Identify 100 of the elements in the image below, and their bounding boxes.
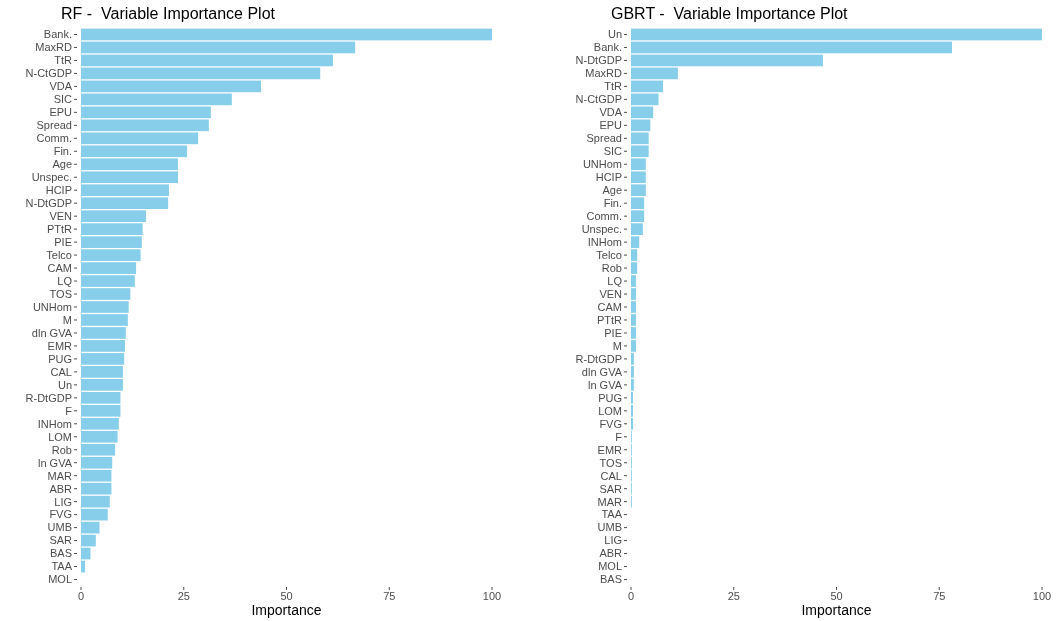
y-tick-label: SAR [49,534,73,547]
y-tick-label: TAA [601,508,623,521]
y-tick-label: F [615,430,623,443]
x-tick-label: 50 [280,590,293,602]
y-tick-label: Fin. [603,197,622,210]
y-tick-label: FVG [49,508,72,521]
y-tick-label: Telco [46,248,72,261]
chart-title: RF - Variable Importance Plot [61,5,276,22]
bar [81,521,100,534]
y-tick-label: SAR [599,482,623,495]
x-tick-label: 50 [830,590,843,602]
y-tick-label: ln GVA [587,378,623,391]
y-tick-label: dln GVA [581,365,623,378]
bar [81,547,91,560]
x-tick-label: 25 [177,590,190,602]
y-tick-label: Un [607,28,622,41]
x-tick-label: 100 [482,590,502,602]
bar [631,80,664,93]
bar [631,28,1042,41]
y-tick-label: CAL [600,469,622,482]
x-tick-label: 0 [77,590,85,602]
x-tick-label: 75 [933,590,946,602]
x-tick-label: 25 [727,590,740,602]
bar [81,560,86,573]
bar [631,41,952,54]
y-tick-label: INHom [37,417,72,430]
y-tick-label: MAR [597,495,623,508]
y-tick-label: MAR [47,469,73,482]
y-tick-label: Comm. [36,132,72,145]
y-tick-label: MaxRD [35,41,73,54]
y-tick-label: TtR [54,54,73,67]
x-tick-label: 75 [383,590,396,602]
y-tick-label: EMR [597,443,623,456]
y-tick-label: Rob [601,261,622,274]
x-axis-title: Importance [801,602,872,618]
y-tick-label: TAA [51,560,73,573]
y-tick-label: TtR [604,80,623,93]
y-tick-label: Unspec. [581,222,622,235]
y-tick-label: LOM [598,404,622,417]
y-tick-label: UMB [597,521,622,534]
y-tick-label: EPU [599,119,623,132]
y-tick-label: MOL [48,573,72,586]
y-tick-label: N-DtGDP [575,54,622,67]
x-axis-title: Importance [251,602,322,618]
y-tick-label: Fin. [53,145,72,158]
bar [631,54,823,67]
y-tick-label: Age [602,184,622,197]
y-tick-label: EPU [49,106,73,119]
y-tick-label: Un [57,378,72,391]
bar [631,67,678,80]
y-tick-label: F [65,404,73,417]
y-tick-label: UNHom [32,300,72,313]
y-tick-label: R-DtGDP [25,391,72,404]
y-tick-label: UMB [47,521,72,534]
y-tick-label: VDA [599,106,623,119]
bar [81,93,232,106]
y-tick-label: Age [52,158,72,171]
y-tick-label: R-DtGDP [575,352,622,365]
y-tick-label: ln GVA [37,456,73,469]
y-tick-label: LQ [607,274,623,287]
y-tick-label: FVG [599,417,622,430]
y-tick-label: Rob [51,443,72,456]
y-tick-label: LIG [604,534,622,547]
y-tick-label: CAL [50,365,72,378]
y-tick-label: SIC [53,93,73,106]
y-tick-label: PIE [604,326,622,339]
y-tick-label: Spread [586,132,622,145]
y-tick-label: Bank. [593,41,622,54]
y-tick-label: Unspec. [31,171,72,184]
chart-title: GBRT - Variable Importance Plot [611,5,849,22]
y-tick-label: MOL [598,560,622,573]
y-tick-label: Spread [36,119,72,132]
y-tick-label: N-CtGDP [575,93,622,106]
y-tick-label: PTtR [596,313,623,326]
bar [81,54,333,67]
bar [81,508,108,521]
y-tick-label: N-CtGDP [25,67,72,80]
y-tick-label: BAS [599,573,622,586]
y-tick-label: INHom [587,235,622,248]
y-tick-label: UNHom [582,158,622,171]
y-tick-label: HCIP [45,184,72,197]
y-tick-label: LQ [57,274,73,287]
y-tick-label: Bank. [43,28,72,41]
y-tick-label: ABR [49,482,73,495]
y-tick-label: M [612,339,622,352]
x-tick-label: 100 [1032,590,1052,602]
y-tick-label: VEN [599,287,623,300]
y-tick-label: LOM [48,430,72,443]
y-tick-label: PTtR [46,222,73,235]
y-tick-label: PUG [598,391,622,404]
y-tick-label: VDA [49,80,73,93]
bar [81,67,321,80]
y-tick-label: Telco [596,248,622,261]
bar [81,80,262,93]
bar [81,28,492,41]
y-tick-label: dln GVA [31,326,73,339]
y-tick-label: LIG [54,495,72,508]
bar [631,93,659,106]
y-tick-label: SIC [603,145,623,158]
y-tick-label: EMR [47,339,73,352]
